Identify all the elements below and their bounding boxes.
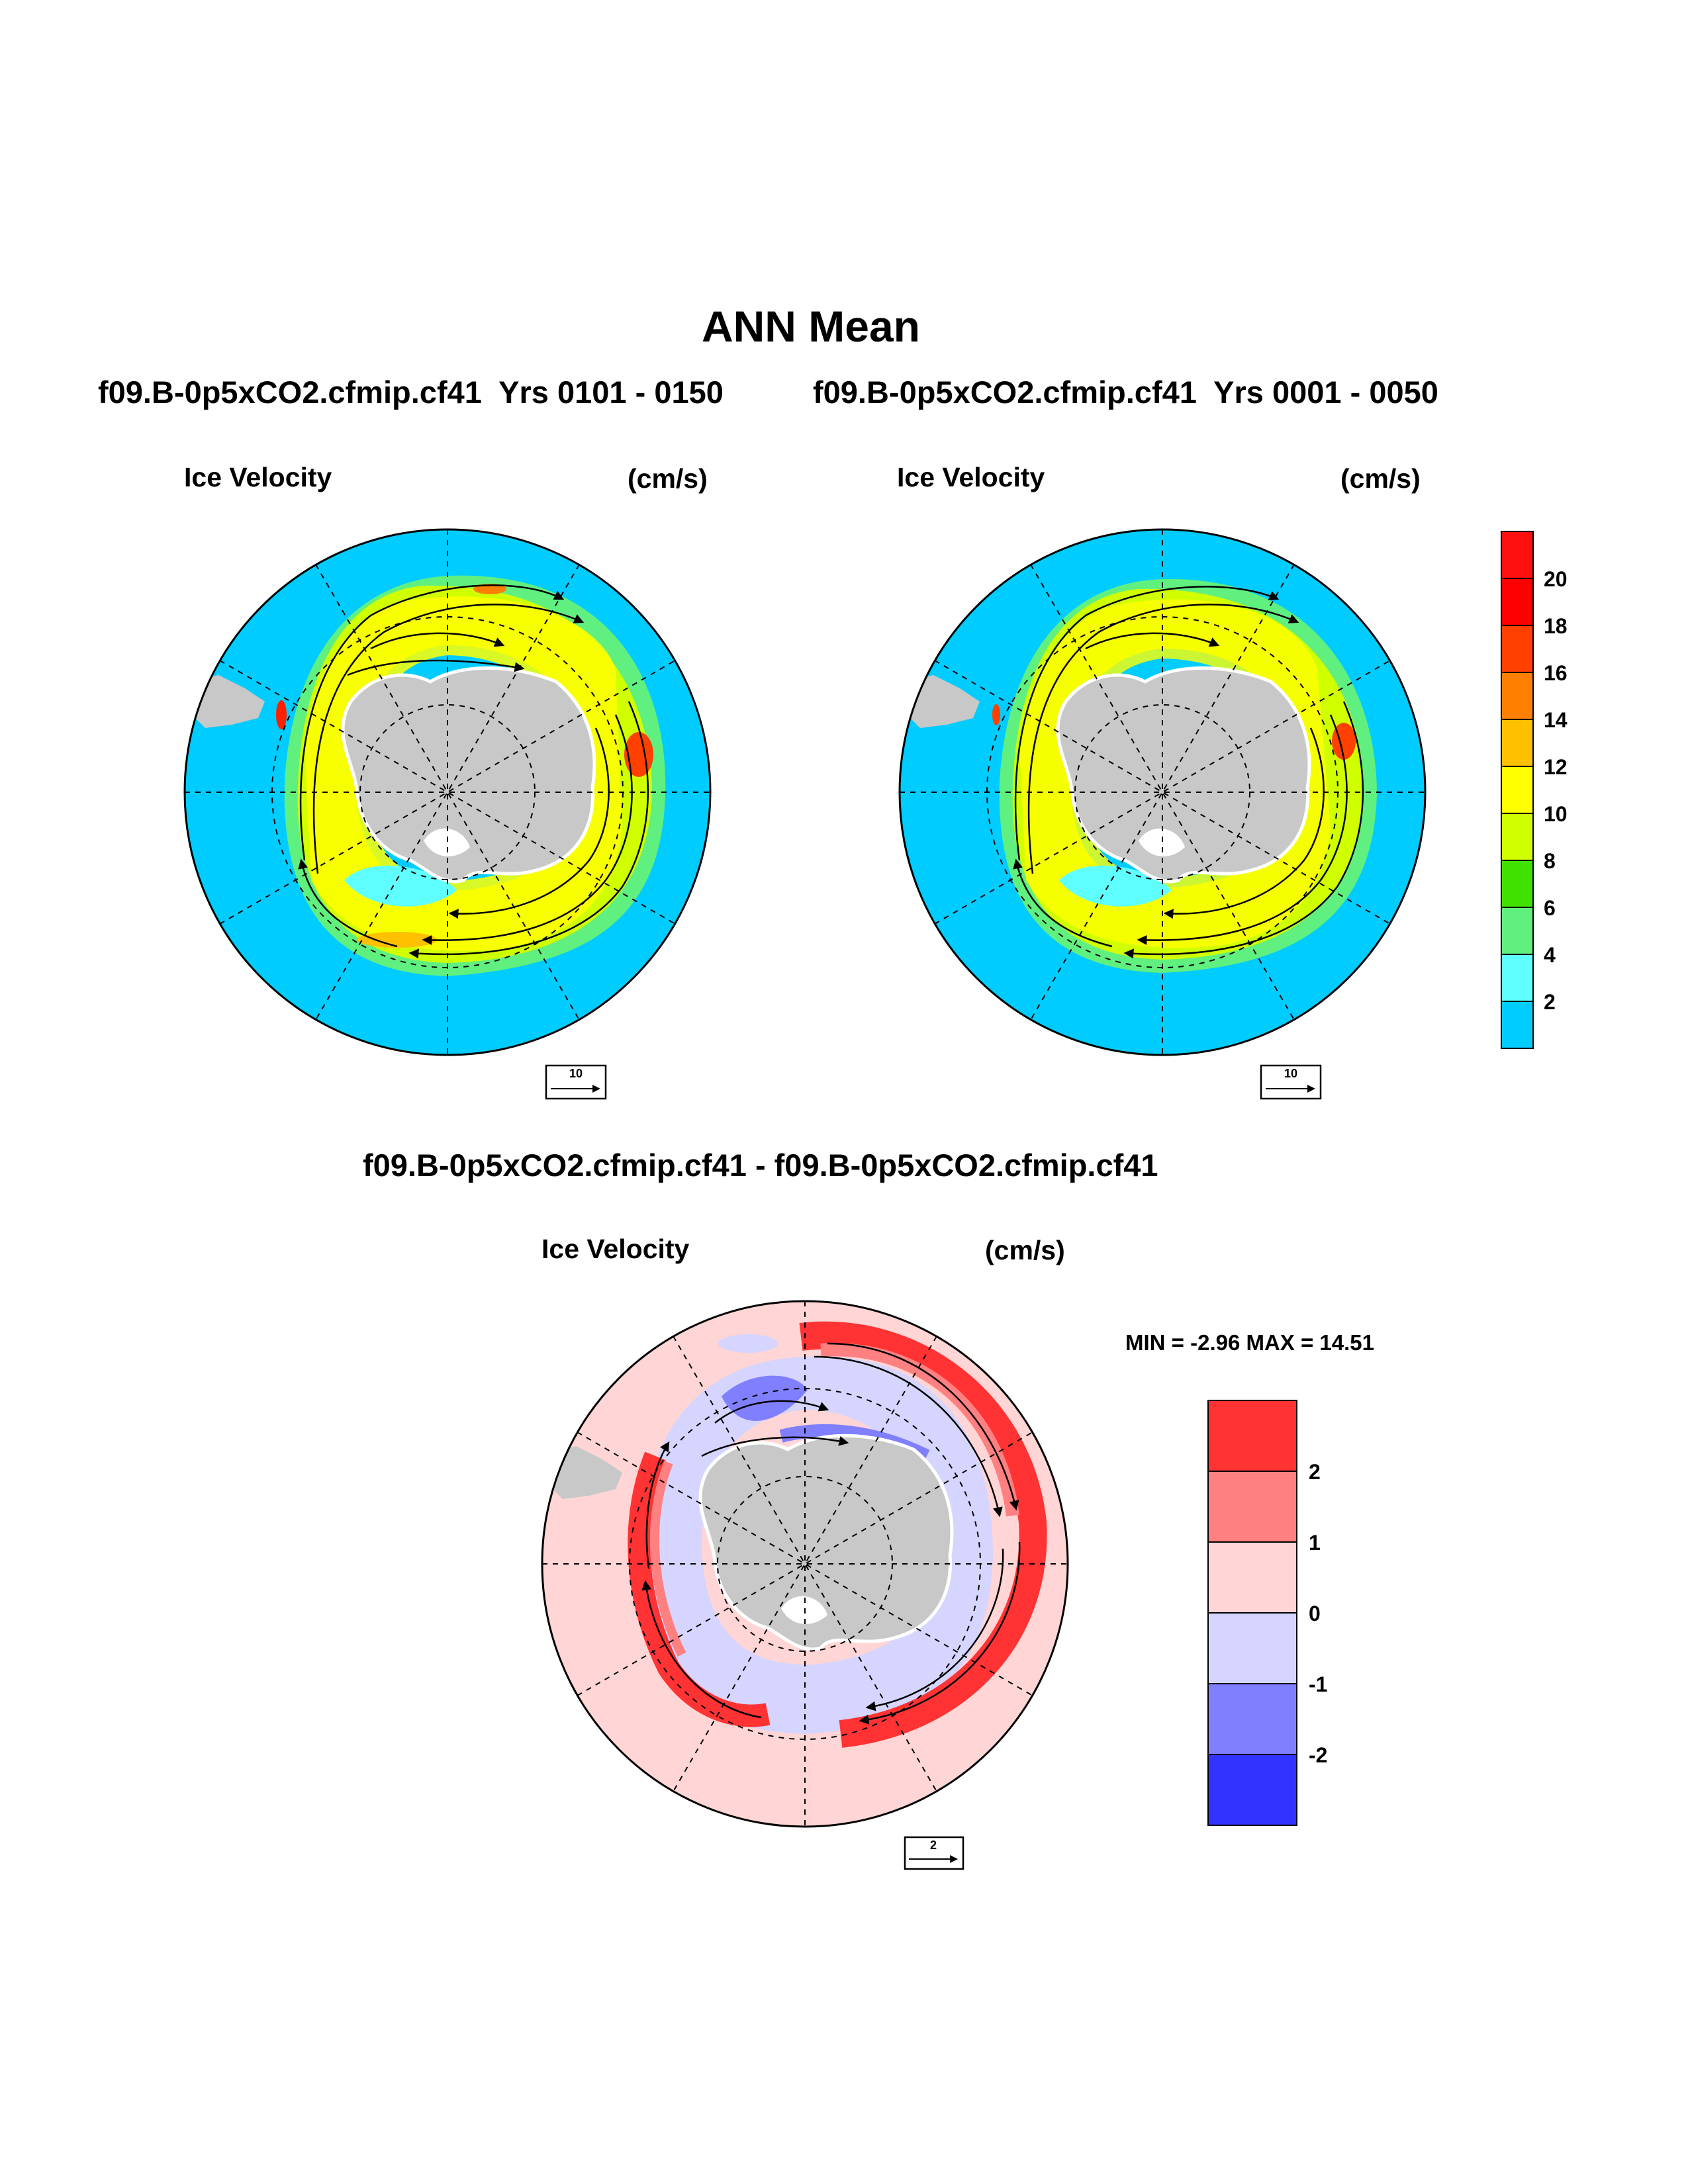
diff-ref-vector-label: 2 [930, 1839, 937, 1852]
diff-min-max: MIN = -2.96 MAX = 14.51 [1125, 1330, 1375, 1355]
left-case-title: f09.B-0p5xCO2.cfmip.cf41 Yrs 0101 - 0150 [98, 374, 724, 410]
diff-colorbar-cell [1207, 1683, 1297, 1755]
main-colorbar-tick-label: 18 [1544, 614, 1568, 638]
main-colorbar-tick-label: 12 [1544, 755, 1568, 779]
main-colorbar-cell [1501, 672, 1534, 720]
right-reference-vector: 10 [1260, 1064, 1322, 1100]
main-colorbar-tick-label: 16 [1544, 661, 1568, 685]
right-graticule [900, 529, 1425, 1055]
left-case-name: f09.B-0p5xCO2.cfmip.cf41 [98, 375, 482, 410]
main-colorbar-cell [1501, 954, 1534, 1002]
main-colorbar-cell [1501, 531, 1534, 579]
diff-panel-variable: Ice Velocity [541, 1234, 690, 1264]
diff-colorbar-cell [1207, 1541, 1297, 1614]
diff-graticule [542, 1301, 1068, 1827]
left-polar-map [185, 529, 710, 1055]
diff-colorbar-tick-label: 0 [1309, 1602, 1321, 1625]
diff-panel-units: (cm/s) [985, 1235, 1065, 1265]
diff-colorbar-cell [1207, 1754, 1297, 1826]
main-colorbar-cell [1501, 578, 1534, 626]
diff-colorbar-cell [1207, 1471, 1297, 1543]
right-south-america [907, 675, 980, 728]
right-case-name: f09.B-0p5xCO2.cfmip.cf41 [813, 375, 1197, 410]
main-colorbar: 20 18 16 14 12 10 8 6 4 2 [1501, 531, 1568, 1049]
diff-south-america [549, 1446, 622, 1499]
left-reference-vector: 10 [545, 1064, 607, 1100]
diff-colorbar-tick-label: -1 [1309, 1672, 1327, 1696]
right-ref-vector-label: 10 [1284, 1067, 1297, 1080]
main-colorbar-cell [1501, 625, 1534, 673]
main-colorbar-cell [1501, 813, 1534, 861]
diff-vectors [641, 1342, 1021, 1725]
left-ref-vector-label: 10 [569, 1067, 583, 1080]
left-south-america [192, 675, 265, 728]
diff-reference-vector: 2 [904, 1836, 964, 1870]
diff-title: f09.B-0p5xCO2.cfmip.cf41 - f09.B-0p5xCO2… [363, 1148, 1158, 1183]
left-case-years: Yrs 0101 - 0150 [498, 375, 724, 410]
main-colorbar-tick-label: 6 [1544, 896, 1556, 920]
main-colorbar-cell [1501, 907, 1534, 955]
diff-colorbar-tick-label: -2 [1309, 1743, 1327, 1767]
main-colorbar-cell [1501, 766, 1534, 814]
left-graticule [185, 529, 710, 1055]
diff-colorbar-tick-label: 1 [1309, 1531, 1321, 1555]
right-case-years: Yrs 0001 - 0050 [1213, 375, 1438, 410]
right-vectors [1013, 586, 1364, 959]
main-colorbar-tick-label: 4 [1544, 943, 1556, 967]
main-colorbar-cell [1501, 719, 1534, 767]
figure-title: ANN Mean [701, 302, 921, 351]
right-map-border [898, 528, 1427, 1056]
main-colorbar-tick-label: 8 [1544, 849, 1556, 873]
right-case-title: f09.B-0p5xCO2.cfmip.cf41 Yrs 0001 - 0050 [813, 374, 1438, 410]
right-polar-map [900, 529, 1425, 1055]
diff-colorbar-cell [1207, 1612, 1297, 1684]
diff-colorbar-cell [1207, 1400, 1297, 1472]
main-colorbar-cell [1501, 1001, 1534, 1049]
diff-map-border [541, 1300, 1069, 1828]
left-map-border [183, 528, 712, 1056]
diff-colorbar: 2 1 0 -1 -2 [1207, 1400, 1327, 1826]
diff-polar-map [542, 1301, 1068, 1827]
left-panel-variable: Ice Velocity [184, 462, 332, 492]
left-vectors [298, 584, 649, 959]
right-panel-units: (cm/s) [1340, 463, 1421, 494]
right-panel-variable: Ice Velocity [897, 462, 1045, 492]
main-colorbar-tick-label: 14 [1544, 708, 1568, 732]
main-colorbar-tick-label: 10 [1544, 802, 1568, 826]
left-panel-units: (cm/s) [628, 463, 708, 494]
main-colorbar-cell [1501, 860, 1534, 908]
diff-colorbar-tick-label: 2 [1309, 1460, 1321, 1484]
main-colorbar-tick-label: 2 [1544, 990, 1556, 1014]
main-colorbar-tick-label: 20 [1544, 567, 1568, 591]
